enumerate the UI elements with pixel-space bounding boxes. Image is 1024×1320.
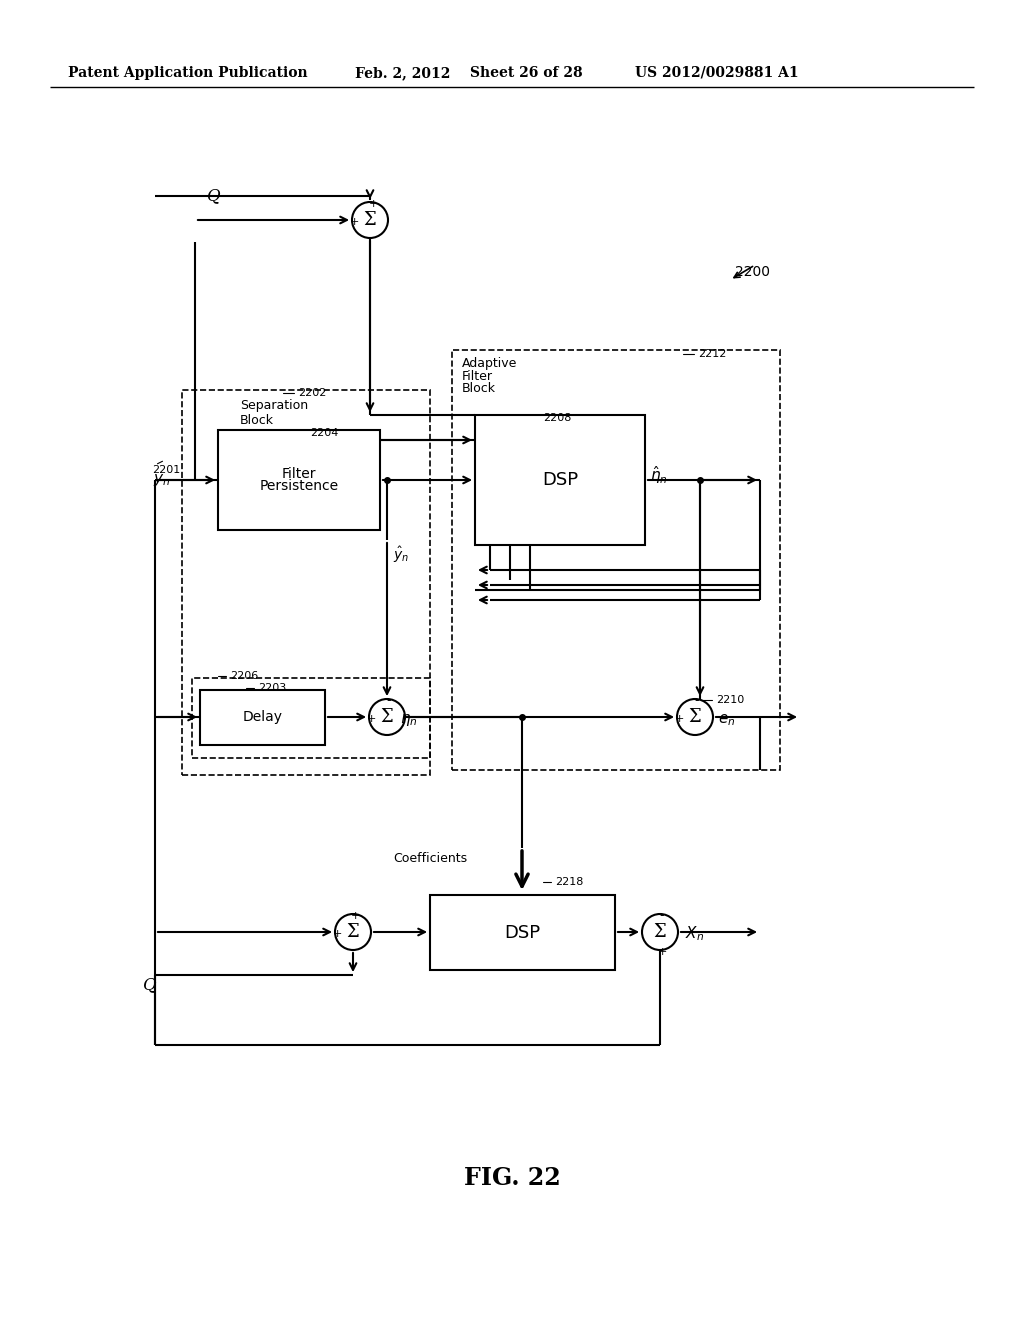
Text: +: + — [367, 714, 376, 723]
Text: Σ: Σ — [688, 708, 701, 726]
Text: Persistence: Persistence — [259, 479, 339, 494]
Text: $\hat{\eta}_n$: $\hat{\eta}_n$ — [650, 465, 668, 486]
Bar — [193, 678, 430, 758]
Text: Filter: Filter — [462, 370, 493, 383]
Text: 2204: 2204 — [310, 428, 338, 438]
Text: -: - — [659, 909, 665, 923]
Text: +: + — [350, 911, 359, 921]
Text: Σ: Σ — [364, 211, 377, 228]
Text: +: + — [333, 929, 342, 939]
Text: -: - — [387, 694, 391, 708]
Text: 2218: 2218 — [555, 876, 584, 887]
Text: Adaptive: Adaptive — [462, 356, 517, 370]
Text: Q: Q — [207, 187, 220, 205]
Bar — [200, 690, 325, 744]
Text: -: - — [694, 694, 699, 708]
Bar — [430, 895, 615, 970]
Text: 2208: 2208 — [543, 413, 571, 422]
Text: Feb. 2, 2012: Feb. 2, 2012 — [355, 66, 451, 81]
Text: DSP: DSP — [505, 924, 541, 941]
Text: 2210: 2210 — [716, 696, 744, 705]
Text: $X_n$: $X_n$ — [685, 924, 705, 944]
Text: 2203: 2203 — [258, 682, 287, 693]
Text: Σ: Σ — [347, 923, 359, 941]
Text: Σ: Σ — [381, 708, 393, 726]
Text: +: + — [369, 199, 378, 209]
Text: $\eta_n$: $\eta_n$ — [400, 711, 418, 729]
Text: 2201: 2201 — [152, 465, 180, 475]
Bar — [452, 350, 780, 770]
Text: $e_n$: $e_n$ — [718, 713, 735, 727]
Text: 2212: 2212 — [698, 348, 726, 359]
Text: Filter: Filter — [282, 466, 316, 480]
Bar — [218, 430, 380, 531]
Text: Delay: Delay — [243, 710, 283, 725]
Text: Block: Block — [462, 383, 496, 396]
Text: Separation: Separation — [240, 399, 308, 412]
Bar — [475, 414, 645, 545]
Text: $\hat{y}_n$: $\hat{y}_n$ — [393, 545, 410, 565]
Text: Coefficients: Coefficients — [393, 851, 467, 865]
Text: Σ: Σ — [653, 923, 667, 941]
Text: US 2012/0029881 A1: US 2012/0029881 A1 — [635, 66, 799, 81]
Text: Patent Application Publication: Patent Application Publication — [68, 66, 307, 81]
Text: 2206: 2206 — [230, 671, 258, 681]
Text: Q: Q — [143, 977, 157, 994]
Text: DSP: DSP — [542, 471, 579, 488]
Text: Block: Block — [240, 413, 274, 426]
Text: FIG. 22: FIG. 22 — [464, 1166, 560, 1191]
Bar — [182, 389, 430, 775]
Text: +: + — [657, 946, 667, 957]
Text: +: + — [675, 714, 684, 723]
Text: $y_n$: $y_n$ — [154, 473, 171, 488]
Text: 2200: 2200 — [735, 265, 770, 279]
Text: Sheet 26 of 28: Sheet 26 of 28 — [470, 66, 583, 81]
Text: 2202: 2202 — [298, 388, 327, 399]
Text: +: + — [349, 216, 358, 227]
